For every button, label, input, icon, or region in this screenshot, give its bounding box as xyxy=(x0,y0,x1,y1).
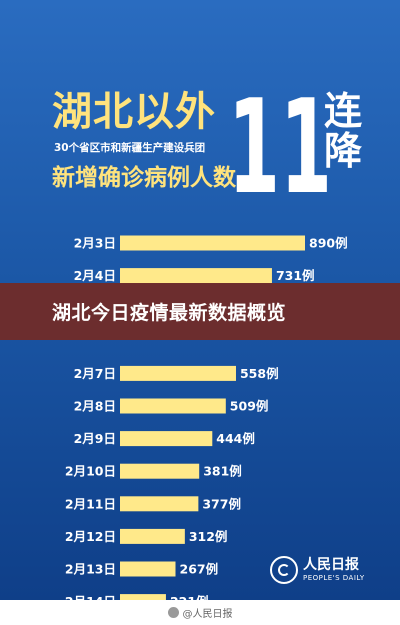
poster-subtitle: 30个省区市和新疆生产建设兵团 xyxy=(54,142,206,154)
date-label: 2月7日 xyxy=(74,366,116,381)
watermark-text: @人民日报 xyxy=(182,609,233,620)
bar xyxy=(120,235,305,251)
streak-label: 连 降 xyxy=(324,89,363,173)
value-label: 558例 xyxy=(240,366,279,381)
streak-number-11: 11 xyxy=(228,80,332,200)
bar xyxy=(120,528,185,544)
date-label: 2月12日 xyxy=(65,529,116,544)
date-label: 2月10日 xyxy=(65,464,116,479)
streak-char-lian: 连 xyxy=(324,89,363,133)
poster-title-line3: 新增确诊病例人数 xyxy=(52,165,236,191)
bar xyxy=(120,561,176,577)
value-label: 267例 xyxy=(180,562,219,577)
watermark: @人民日报 xyxy=(0,600,400,625)
value-label: 890例 xyxy=(309,236,348,251)
date-label: 2月9日 xyxy=(74,431,116,446)
date-label: 2月8日 xyxy=(74,399,116,414)
poster-title: 湖北以外 xyxy=(52,89,216,135)
banner-title: 湖北今日疫情最新数据概览 xyxy=(52,302,287,324)
date-label: 2月3日 xyxy=(74,236,116,251)
bar xyxy=(120,496,199,512)
date-label: 2月13日 xyxy=(65,562,116,577)
people-daily-logo: 人民日报 PEOPLE'S DAILY xyxy=(270,556,365,584)
bar xyxy=(120,268,272,284)
bar xyxy=(120,365,236,381)
logo-en: PEOPLE'S DAILY xyxy=(303,573,365,582)
weibo-icon xyxy=(167,607,179,618)
value-label: 377例 xyxy=(202,496,241,511)
bar xyxy=(120,463,200,479)
value-label: 381例 xyxy=(203,464,242,479)
logo-name: 人民日报 xyxy=(303,557,359,574)
value-label: 312例 xyxy=(189,529,228,544)
streak-number-text: 11 xyxy=(228,80,332,200)
people-daily-logo-icon xyxy=(270,556,298,584)
bar xyxy=(120,431,213,447)
value-label: 731例 xyxy=(276,268,315,283)
streak-char-jiang: 降 xyxy=(324,128,363,173)
title-banner: 湖北今日疫情最新数据概览 xyxy=(0,283,400,340)
value-label: 509例 xyxy=(230,399,269,414)
date-label: 2月11日 xyxy=(65,496,116,511)
bar xyxy=(120,398,226,414)
date-label: 2月4日 xyxy=(74,268,116,283)
value-label: 444例 xyxy=(216,431,255,446)
